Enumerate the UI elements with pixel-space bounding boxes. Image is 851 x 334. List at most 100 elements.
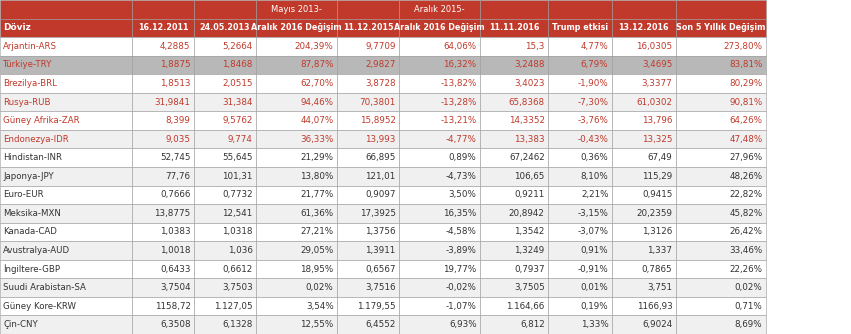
Text: 80,29%: 80,29% (729, 79, 762, 88)
Text: 13,80%: 13,80% (300, 172, 334, 181)
Text: 6,1328: 6,1328 (222, 320, 253, 329)
Text: Aralık 2016 Değişim: Aralık 2016 Değişim (251, 23, 342, 32)
Bar (256, 93, 337, 111)
Text: 4,2885: 4,2885 (160, 42, 191, 51)
Text: 20,2359: 20,2359 (637, 209, 672, 218)
Bar (337, 260, 399, 278)
Bar (0, 167, 132, 186)
Text: 5,2664: 5,2664 (222, 42, 253, 51)
Bar (132, 260, 194, 278)
Bar (612, 241, 676, 260)
Text: 1,3542: 1,3542 (514, 227, 545, 236)
Bar (132, 148, 194, 167)
Bar (548, 186, 612, 204)
Text: 52,745: 52,745 (160, 153, 191, 162)
Text: Güney Kore-KRW: Güney Kore-KRW (3, 302, 77, 311)
Text: 44,07%: 44,07% (300, 116, 334, 125)
Bar (480, 186, 548, 204)
Bar (337, 37, 399, 56)
Text: 6,9024: 6,9024 (642, 320, 672, 329)
Bar (399, 19, 480, 37)
Text: -0,02%: -0,02% (446, 283, 477, 292)
Bar (0, 315, 132, 334)
Bar (480, 111, 548, 130)
Text: 21,29%: 21,29% (300, 153, 334, 162)
Bar (399, 297, 480, 315)
Text: İngiltere-GBP: İngiltere-GBP (3, 264, 60, 274)
Text: 11.12.2015: 11.12.2015 (343, 23, 393, 32)
Text: 1,3126: 1,3126 (642, 227, 672, 236)
Text: 13,8775: 13,8775 (154, 209, 191, 218)
Text: 66,895: 66,895 (365, 153, 396, 162)
Bar (0, 148, 132, 167)
Text: 21,77%: 21,77% (300, 190, 334, 199)
Bar (194, 186, 256, 204)
Text: 1,8513: 1,8513 (160, 79, 191, 88)
Text: 0,7865: 0,7865 (642, 265, 672, 274)
Text: 13,383: 13,383 (514, 135, 545, 144)
Bar (480, 260, 548, 278)
Bar (612, 37, 676, 56)
Bar (132, 223, 194, 241)
Text: 6,79%: 6,79% (581, 60, 608, 69)
Text: -13,82%: -13,82% (440, 79, 477, 88)
Text: 29,05%: 29,05% (300, 246, 334, 255)
Text: 16,32%: 16,32% (443, 60, 477, 69)
Bar (480, 130, 548, 148)
Bar (132, 93, 194, 111)
Text: 0,6567: 0,6567 (365, 265, 396, 274)
Bar (337, 204, 399, 223)
Bar (548, 223, 612, 241)
Bar (548, 0, 612, 19)
Bar (480, 56, 548, 74)
Bar (480, 148, 548, 167)
Text: -0,43%: -0,43% (578, 135, 608, 144)
Bar (399, 167, 480, 186)
Text: -7,30%: -7,30% (578, 98, 608, 107)
Bar (676, 186, 766, 204)
Text: 1.164,66: 1.164,66 (506, 302, 545, 311)
Bar (480, 0, 548, 19)
Text: 13.12.2016: 13.12.2016 (619, 23, 669, 32)
Text: 65,8368: 65,8368 (509, 98, 545, 107)
Bar (676, 130, 766, 148)
Bar (337, 19, 399, 37)
Bar (0, 186, 132, 204)
Text: 18,95%: 18,95% (300, 265, 334, 274)
Bar (480, 278, 548, 297)
Bar (194, 297, 256, 315)
Bar (399, 37, 480, 56)
Bar (399, 241, 480, 260)
Text: -4,73%: -4,73% (446, 172, 477, 181)
Text: -3,15%: -3,15% (578, 209, 608, 218)
Bar (612, 167, 676, 186)
Bar (676, 167, 766, 186)
Text: 2,21%: 2,21% (581, 190, 608, 199)
Text: 48,26%: 48,26% (729, 172, 762, 181)
Bar (480, 241, 548, 260)
Bar (548, 241, 612, 260)
Text: 16.12.2011: 16.12.2011 (138, 23, 188, 32)
Text: 1,036: 1,036 (228, 246, 253, 255)
Bar (0, 19, 132, 37)
Bar (612, 186, 676, 204)
Bar (0, 223, 132, 241)
Text: 1,3756: 1,3756 (365, 227, 396, 236)
Text: 0,9097: 0,9097 (365, 190, 396, 199)
Text: Hindistan-INR: Hindistan-INR (3, 153, 62, 162)
Text: Son 5 Yıllık Değişim: Son 5 Yıllık Değişim (676, 23, 766, 32)
Text: 27,21%: 27,21% (300, 227, 334, 236)
Text: 2,0515: 2,0515 (222, 79, 253, 88)
Text: 6,812: 6,812 (520, 320, 545, 329)
Bar (132, 167, 194, 186)
Bar (0, 111, 132, 130)
Text: 3,3377: 3,3377 (642, 79, 672, 88)
Text: 0,7937: 0,7937 (514, 265, 545, 274)
Bar (194, 111, 256, 130)
Bar (548, 204, 612, 223)
Text: 17,3925: 17,3925 (360, 209, 396, 218)
Text: 22,82%: 22,82% (729, 190, 762, 199)
Bar (0, 241, 132, 260)
Text: 4,77%: 4,77% (580, 42, 608, 51)
Bar (0, 56, 132, 74)
